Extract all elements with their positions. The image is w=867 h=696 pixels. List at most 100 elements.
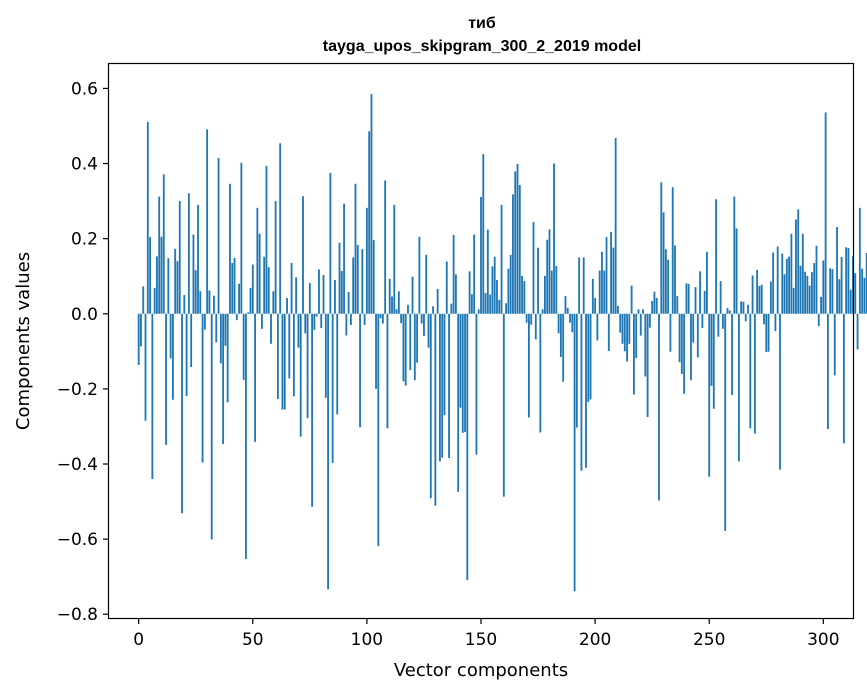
bar-21	[185, 313, 188, 397]
bar-126	[425, 254, 428, 314]
bar-269	[751, 275, 754, 314]
bar-214	[626, 313, 628, 362]
bar-22	[187, 193, 190, 314]
bar-202	[598, 270, 601, 314]
bar-128	[429, 313, 432, 499]
bar-253	[715, 199, 717, 314]
bar-71	[299, 313, 302, 437]
bar-248	[703, 290, 706, 314]
bar-162	[507, 268, 510, 314]
bar-18	[178, 201, 181, 314]
bar-16	[174, 248, 177, 314]
y-tick-label: 0.4	[71, 155, 98, 175]
bar-48	[247, 312, 250, 314]
bar-152	[484, 293, 487, 314]
bar-302	[826, 313, 829, 430]
bar-163	[509, 254, 512, 314]
x-tick-label: 0	[133, 630, 144, 650]
bar-241	[687, 284, 690, 314]
bar-41	[231, 263, 234, 314]
bar-280	[776, 246, 779, 314]
bar-155	[491, 266, 494, 314]
bar-6	[151, 313, 154, 480]
bar-82	[324, 313, 327, 398]
bar-57	[267, 267, 270, 314]
bar-168	[521, 275, 523, 314]
bar-105	[377, 313, 380, 546]
bar-224	[648, 313, 651, 328]
bar-50	[251, 264, 254, 314]
bar-154	[489, 294, 492, 314]
bar-186	[562, 313, 565, 382]
bar-172	[530, 313, 533, 325]
bar-270	[753, 313, 756, 434]
bar-127	[427, 313, 430, 348]
bar-237	[678, 313, 681, 363]
bar-309	[842, 313, 845, 444]
bar-250	[708, 313, 711, 477]
bar-25	[194, 270, 197, 314]
bar-285	[788, 256, 791, 314]
bar-81	[322, 275, 325, 314]
bar-184	[557, 313, 560, 334]
bar-254	[717, 313, 720, 337]
bar-210	[617, 305, 619, 314]
bar-201	[596, 313, 599, 341]
bar-304	[831, 269, 834, 314]
bar-131	[436, 288, 439, 314]
bar-109	[386, 313, 389, 429]
bar-151	[482, 154, 485, 314]
bar-158	[498, 299, 501, 314]
bar-204	[603, 270, 606, 314]
bar-149	[477, 309, 480, 314]
bar-247	[701, 313, 704, 329]
bar-175	[537, 247, 539, 314]
bar-65	[286, 297, 288, 314]
bar-303	[829, 268, 832, 314]
bar-148	[475, 313, 478, 455]
bar-180	[548, 229, 551, 314]
bar-56	[265, 165, 268, 314]
bar-271	[756, 269, 759, 314]
bar-291	[801, 233, 804, 314]
bar-51	[254, 313, 256, 442]
bar-208	[612, 247, 615, 314]
bar-139	[454, 274, 457, 314]
bar-137	[450, 303, 453, 314]
bar-35	[217, 157, 220, 314]
bar-238	[680, 313, 683, 374]
bar-275	[765, 313, 768, 353]
bar-111	[391, 296, 393, 314]
bar-7	[153, 287, 156, 314]
bar-44	[238, 283, 240, 314]
bar-215	[628, 313, 631, 344]
bar-135	[445, 261, 448, 314]
bar-203	[601, 251, 603, 314]
bar-218	[635, 313, 638, 359]
bar-287	[792, 287, 795, 314]
bar-143	[464, 313, 466, 433]
bar-118	[407, 304, 409, 314]
bar-239	[683, 313, 686, 394]
bar-171	[528, 313, 530, 418]
bar-183	[555, 266, 558, 314]
bar-262	[735, 228, 738, 314]
bar-28	[201, 313, 204, 463]
bar-42	[233, 257, 236, 314]
bar-121	[413, 313, 416, 381]
bar-229	[660, 182, 663, 314]
bar-236	[676, 296, 679, 314]
bar-182	[553, 163, 555, 314]
bar-230	[662, 212, 665, 314]
bar-46	[242, 313, 245, 380]
bar-153	[486, 229, 489, 314]
bar-282	[781, 253, 784, 314]
bar-205	[605, 237, 608, 314]
bar-99	[363, 313, 366, 326]
bar-198	[589, 313, 592, 400]
bar-79	[318, 269, 320, 314]
bar-310	[845, 247, 848, 314]
bar-1	[140, 313, 142, 347]
y-tick-label: 0.6	[71, 79, 98, 99]
